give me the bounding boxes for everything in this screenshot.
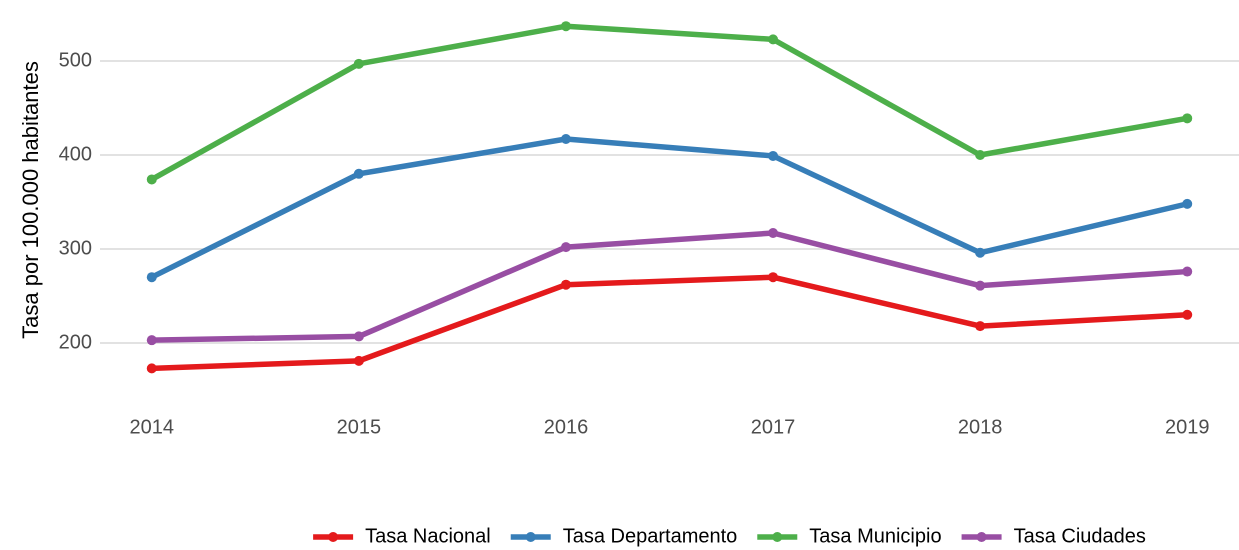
series-line bbox=[151, 274, 1188, 372]
series-line bbox=[150, 23, 1188, 182]
legend-swatch-dot bbox=[772, 532, 783, 542]
data-point bbox=[1182, 113, 1193, 124]
data-point bbox=[1182, 266, 1193, 277]
y-tick-label: 200 bbox=[59, 331, 92, 353]
x-tick-label: 2019 bbox=[1165, 416, 1210, 438]
legend-swatch-dot bbox=[525, 532, 536, 542]
data-point bbox=[146, 272, 157, 283]
data-point bbox=[146, 335, 157, 346]
x-tick-label: 2017 bbox=[751, 416, 796, 438]
data-point bbox=[768, 272, 779, 283]
data-point bbox=[768, 228, 779, 239]
y-tick-label: 400 bbox=[59, 143, 92, 165]
data-point bbox=[560, 21, 571, 32]
data-point bbox=[560, 134, 571, 145]
data-point bbox=[768, 34, 779, 45]
series-line bbox=[151, 230, 1188, 343]
data-point bbox=[353, 168, 364, 179]
x-tick-label: 2015 bbox=[337, 416, 382, 438]
data-point bbox=[1182, 198, 1193, 209]
data-point bbox=[146, 174, 157, 185]
data-point bbox=[560, 242, 571, 253]
y-tick-label: 500 bbox=[59, 49, 92, 71]
legend-label: Tasa Nacional bbox=[365, 525, 491, 547]
data-point bbox=[975, 247, 986, 258]
data-point bbox=[1182, 309, 1193, 320]
data-point bbox=[353, 331, 364, 342]
data-point bbox=[768, 150, 779, 161]
legend-label: Tasa Municipio bbox=[809, 525, 941, 547]
legend-label: Tasa Departamento bbox=[563, 525, 738, 547]
y-axis-label: Tasa por 100.000 habitantes bbox=[18, 61, 43, 339]
data-point bbox=[975, 321, 986, 332]
series-line bbox=[150, 136, 1188, 280]
x-tick-label: 2018 bbox=[958, 416, 1003, 438]
y-tick-label: 300 bbox=[59, 237, 92, 259]
data-point bbox=[146, 363, 157, 374]
legend-swatch-dot bbox=[976, 532, 987, 542]
data-point bbox=[975, 150, 986, 160]
legend-label: Tasa Ciudades bbox=[1014, 525, 1146, 547]
x-tick-label: 2014 bbox=[130, 416, 175, 438]
data-point bbox=[353, 355, 364, 366]
data-point bbox=[560, 279, 571, 290]
data-point bbox=[353, 58, 364, 69]
legend-swatch-dot bbox=[328, 532, 339, 542]
data-point bbox=[975, 280, 986, 291]
x-tick-label: 2016 bbox=[544, 416, 589, 438]
